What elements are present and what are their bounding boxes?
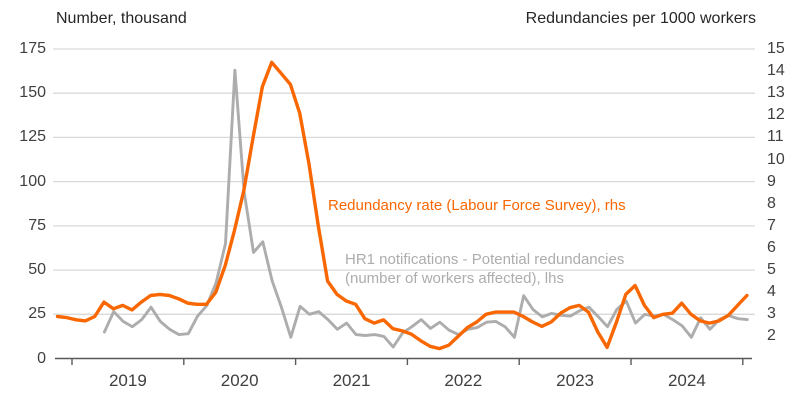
left-tick-label: 75 bbox=[28, 216, 46, 234]
legend-grey-line1: HR1 notifications - Potential redundanci… bbox=[345, 251, 625, 268]
right-tick-label: 10 bbox=[767, 150, 785, 168]
x-axis-year-label: 2019 bbox=[108, 371, 147, 390]
left-tick-label: 0 bbox=[37, 349, 46, 367]
right-tick-label: 6 bbox=[767, 238, 776, 256]
legend-grey-series: HR1 notifications - Potential redundanci… bbox=[345, 250, 624, 288]
left-tick-label: 50 bbox=[28, 261, 46, 279]
grey-line-hr1-notifications bbox=[102, 68, 749, 349]
x-axis-year-label: 2023 bbox=[556, 371, 595, 390]
right-tick-label: 13 bbox=[767, 84, 785, 102]
right-tick-label: 7 bbox=[767, 216, 776, 234]
right-tick-label: 5 bbox=[767, 261, 776, 279]
right-tick-label: 4 bbox=[767, 283, 776, 301]
right-tick-label: 11 bbox=[767, 128, 784, 146]
right-axis-title: Redundancies per 1000 workers bbox=[525, 10, 756, 27]
x-axis-year-label: 2024 bbox=[667, 371, 706, 390]
left-axis-title: Number, thousand bbox=[56, 10, 187, 27]
right-tick-label: 14 bbox=[767, 62, 785, 80]
left-tick-label: 125 bbox=[19, 128, 46, 146]
orange-line-redundancy-rate bbox=[55, 60, 749, 351]
right-tick-label: 15 bbox=[767, 40, 785, 57]
left-tick-label: 175 bbox=[19, 40, 46, 57]
left-tick-label: 25 bbox=[28, 305, 46, 323]
x-axis-year-label: 2020 bbox=[220, 371, 259, 390]
right-tick-label: 2 bbox=[767, 327, 776, 345]
left-tick-label: 150 bbox=[19, 84, 46, 102]
left-tick-label: 100 bbox=[19, 172, 46, 190]
x-axis-year-label: 2021 bbox=[332, 371, 371, 390]
x-axis-year-label: 2022 bbox=[444, 371, 483, 390]
legend-orange-series: Redundancy rate (Labour Force Survey), r… bbox=[328, 197, 626, 214]
legend-grey-line2: (number of workers affected), lhs bbox=[345, 270, 564, 287]
right-tick-label: 3 bbox=[767, 305, 776, 323]
right-tick-label: 12 bbox=[767, 106, 785, 124]
right-tick-label: 8 bbox=[767, 194, 776, 212]
right-tick-label: 9 bbox=[767, 172, 776, 190]
